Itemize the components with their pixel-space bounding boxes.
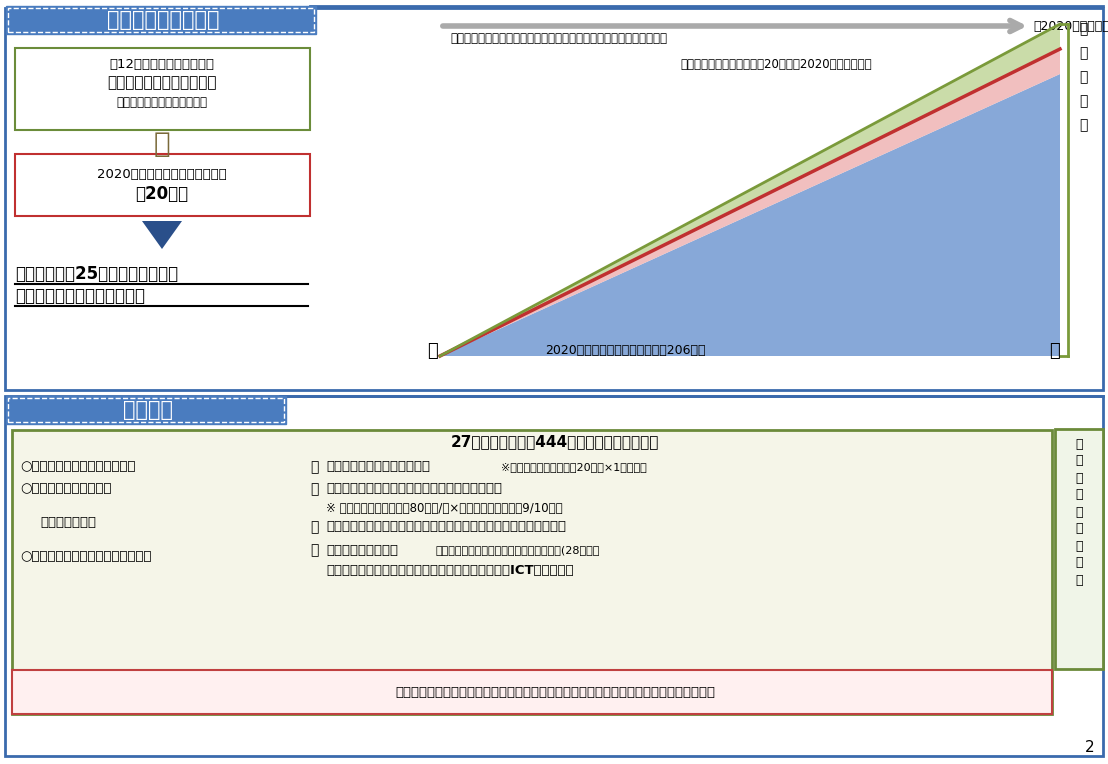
Bar — [12, 670, 1051, 714]
Text: （一定の仮定を置いて試算）: （一定の仮定を置いて試算） — [116, 96, 207, 108]
Text: 主な取組: 主な取組 — [123, 400, 173, 420]
Text: ２: ２ — [1079, 46, 1087, 60]
Bar — [16, 48, 310, 130]
Text: 計: 計 — [1075, 506, 1083, 519]
Bar — [16, 154, 310, 216]
Text: 2020年度に必要となる介護人材: 2020年度に必要となる介護人材 — [98, 167, 227, 180]
Text: 介護人材不足の実態: 介護人材不足の実態 — [106, 10, 219, 30]
Text: 的: 的 — [1075, 539, 1083, 552]
Text: 地域医療介護総合確保基金による取組支援や介護職員処遇改善加算による賃金改善の推進: 地域医療介護総合確保基金による取組支援や介護職員処遇改善加算による賃金改善の推進 — [394, 685, 715, 698]
Text: 2: 2 — [1085, 740, 1095, 756]
Bar — [12, 430, 1051, 714]
Bar — [6, 8, 1102, 390]
Text: 約５万人の介護人材が必要: 約５万人の介護人材が必要 — [107, 76, 217, 90]
Text: 約20万人: 約20万人 — [135, 185, 188, 203]
Text: ＞: ＞ — [310, 460, 318, 474]
Text: 人: 人 — [1079, 118, 1087, 132]
Text: ○離職した介護人材の呼び戻し: ○離職した介護人材の呼び戻し — [20, 461, 135, 474]
Text: ○離職防止・定着促進、生産性向上: ○離職防止・定着促進、生産性向上 — [20, 549, 152, 562]
Polygon shape — [440, 74, 1060, 356]
Bar — [6, 396, 1102, 756]
Text: ※２年勤務で返還免除（20万円×1回限り）: ※２年勤務で返還免除（20万円×1回限り） — [501, 462, 647, 472]
Text: ～: ～ — [427, 342, 438, 360]
Text: 実: 実 — [1075, 556, 1083, 569]
Text: 約１２万人の基盤整備に伴い追加で必要となる介護人材数　約５万人: 約１２万人の基盤整備に伴い追加で必要となる介護人材数 約５万人 — [450, 33, 667, 46]
Text: 介護人材（約25万人）確保のため: 介護人材（約25万人）確保のため — [16, 265, 178, 283]
Text: ＋: ＋ — [154, 130, 171, 158]
Text: 介護福祉士を目指す学生への学費貸付の大幅拡充: 介護福祉士を目指す学生への学費貸付の大幅拡充 — [326, 483, 502, 496]
Text: （現状のトレンドと生産年齢人口の減少を勘案した自然体の伸び）: （現状のトレンドと生産年齢人口の減少を勘案した自然体の伸び） — [586, 132, 774, 216]
Polygon shape — [440, 24, 1060, 356]
Text: 再就職準備金貸付事業の新設: 再就職準備金貸付事業の新設 — [326, 461, 430, 474]
Text: ○新規参入促進（学生）: ○新規参入促進（学生） — [20, 483, 112, 496]
Text: 27年度補正予算（444億円）による主な対策: 27年度補正予算（444億円）による主な対策 — [451, 435, 659, 449]
Bar — [6, 6, 316, 34]
Text: 総: 総 — [1075, 438, 1083, 451]
Text: ＞: ＞ — [310, 482, 318, 496]
Text: ＞: ＞ — [310, 543, 318, 557]
Text: 万: 万 — [1079, 94, 1087, 108]
Text: ～: ～ — [1049, 342, 1060, 360]
Text: （コンテスト・表彰の実施、助成金の拡充(28当初）: （コンテスト・表彰の実施、助成金の拡充(28当初） — [437, 545, 601, 555]
Text: 雇用管理改善の推進: 雇用管理改善の推進 — [326, 543, 398, 556]
Text: ※ ５年勤務で返還免除（80万円/年×２年）、国庫負担　9/10相当: ※ ５年勤務で返還免除（80万円/年×２年）、国庫負担 9/10相当 — [326, 501, 563, 514]
Text: 2020年の介護人材（見込み値）206万人: 2020年の介護人材（見込み値）206万人 — [545, 344, 706, 357]
Text: 対策を総合的・計画的に推進: 対策を総合的・計画的に推進 — [16, 287, 145, 305]
Text: ・: ・ — [1075, 488, 1083, 501]
Polygon shape — [440, 49, 1060, 356]
Text: ボランティアを行う中高年齢者への入門的研修・職場体験の実施等: ボランティアを行う中高年齢者への入門的研修・職場体験の実施等 — [326, 520, 566, 533]
Text: 約: 約 — [1079, 22, 1087, 36]
Text: 必要となる介護人材数　約20万人（2020年度・推計）: 必要となる介護人材数 約20万人（2020年度・推計） — [680, 57, 872, 70]
Text: 画: 画 — [1075, 523, 1083, 536]
Bar — [6, 396, 286, 424]
Text: 約12万人の基盤整備に伴い: 約12万人の基盤整備に伴い — [110, 59, 215, 72]
Text: ５: ５ — [1079, 70, 1087, 84]
Polygon shape — [142, 221, 182, 249]
Text: 事業所内保育所の整備・運営支援、介護ロボット・ICTの活用推進: 事業所内保育所の整備・運営支援、介護ロボット・ICTの活用推進 — [326, 565, 574, 578]
Text: 合: 合 — [1075, 455, 1083, 468]
Text: 的: 的 — [1075, 471, 1083, 484]
Text: 施: 施 — [1075, 574, 1083, 587]
Bar — [8, 398, 284, 422]
Bar — [1055, 429, 1102, 669]
Text: （中高年齢者）: （中高年齢者） — [40, 516, 96, 529]
Bar — [8, 8, 314, 32]
Text: 【2020年代初頭】: 【2020年代初頭】 — [1033, 20, 1108, 33]
Text: ＞: ＞ — [310, 520, 318, 534]
